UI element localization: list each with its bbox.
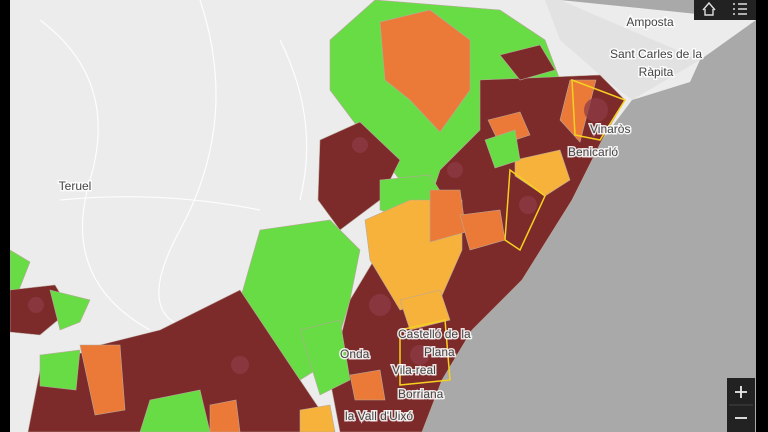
coast-land (545, 0, 700, 100)
place-label: la Vall d'Uixó (345, 409, 413, 423)
zoom-controls (727, 378, 755, 432)
place-label: Teruel (59, 179, 92, 193)
place-label: Amposta (626, 15, 674, 29)
sea (422, 0, 756, 432)
home-button[interactable] (696, 0, 722, 18)
roads (39, 0, 308, 332)
place-label: Vinaròs (590, 122, 630, 136)
place-label: Sant Carles de la (610, 47, 702, 61)
place-label: Vila-real (392, 363, 436, 377)
place-label: Castelló de la (398, 327, 471, 341)
right-edge (756, 0, 768, 432)
place-label: Borriana (398, 387, 444, 401)
markers (28, 98, 608, 374)
zoom-in[interactable] (735, 386, 747, 398)
place-label: Onda (340, 347, 370, 361)
left-edge (0, 0, 10, 432)
top-controls (694, 0, 756, 20)
legend-button[interactable] (726, 0, 752, 18)
regions (9, 0, 626, 432)
place-label: Benicarló (568, 145, 618, 159)
place-label: Ràpita (639, 65, 674, 79)
highlight-borders (399, 78, 627, 386)
place-label: Plana (424, 345, 455, 359)
